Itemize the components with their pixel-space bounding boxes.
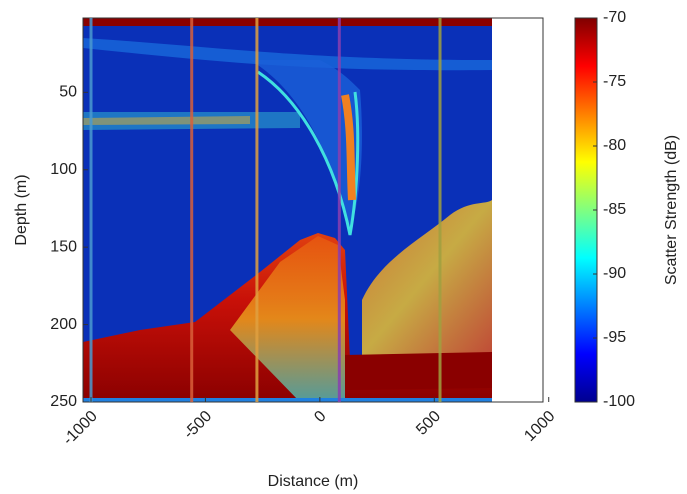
echogram <box>83 18 492 402</box>
colorbar-tick-label: -90 <box>603 265 626 282</box>
y-tick-label: 150 <box>50 238 77 255</box>
colorbar-tick-label: -70 <box>603 9 626 26</box>
y-axis-label: Depth (m) <box>13 174 30 245</box>
colorbar-tick-label: -75 <box>603 73 626 90</box>
x-axis-label: Distance (m) <box>268 473 359 490</box>
x-tick-label: -1000 <box>60 408 101 449</box>
y-tick-label: 100 <box>50 161 77 178</box>
y-tick-label: 50 <box>59 84 77 101</box>
x-tick-label: 1000 <box>521 408 558 445</box>
y-tick-label: 250 <box>50 393 77 410</box>
x-tick-label: 500 <box>413 408 444 439</box>
colorbar-tick-label: -80 <box>603 137 626 154</box>
y-tick-label: 200 <box>50 316 77 333</box>
x-tick-label: 0 <box>311 408 329 426</box>
colorbar-tick-label: -100 <box>603 393 635 410</box>
colorbar-tick-label: -85 <box>603 201 626 218</box>
axes-box <box>82 17 544 403</box>
x-tick-label: -500 <box>181 408 216 443</box>
colorbar-label: Scatter Strength (dB) <box>663 135 680 285</box>
colorbar-tick-label: -95 <box>603 329 626 346</box>
